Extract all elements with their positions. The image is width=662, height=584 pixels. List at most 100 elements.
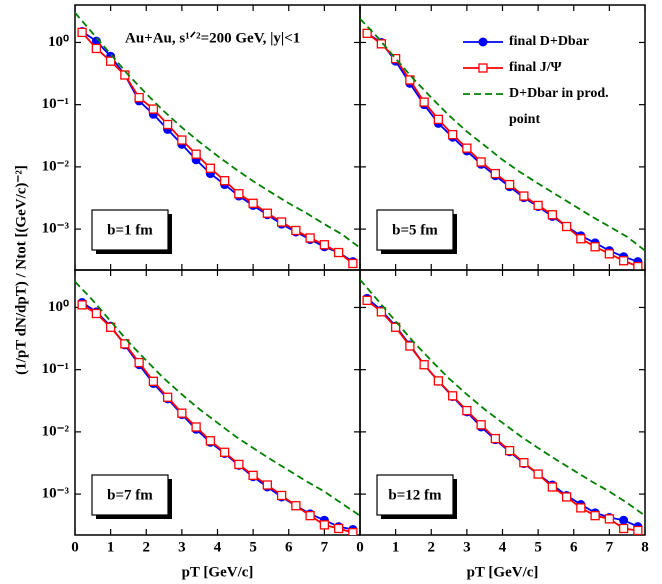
marker xyxy=(519,458,529,468)
label-box xyxy=(91,209,169,251)
y-axis-label: (1/pT dN/dpT) / Ntot [(GeV/c)⁻²] xyxy=(13,165,29,375)
marker xyxy=(177,408,187,418)
x-tick-label: 3 xyxy=(178,539,186,555)
marker xyxy=(191,422,201,432)
marker xyxy=(219,176,230,186)
marker xyxy=(447,129,458,140)
marker xyxy=(618,523,629,534)
marker xyxy=(504,445,515,456)
panel: b=5 fm final D+Dbar final J/Ψ D+Dbar in pro… xyxy=(359,4,646,271)
marker xyxy=(490,168,501,179)
series-line xyxy=(360,279,645,517)
y-tick-label: 10⁰ xyxy=(48,299,69,315)
marker xyxy=(248,470,258,481)
x-tick-label: 5 xyxy=(249,539,257,555)
marker xyxy=(519,191,529,201)
x-axis-label: pT [GeV/c] xyxy=(182,564,254,580)
panel-label: b=7 fm xyxy=(107,487,153,503)
marker xyxy=(105,56,116,66)
marker xyxy=(376,307,387,317)
x-tick-label: 1 xyxy=(392,539,400,555)
marker xyxy=(120,339,130,349)
legend-label: D+Dbar in prod. point xyxy=(509,86,609,127)
marker xyxy=(77,27,87,38)
marker xyxy=(633,525,643,535)
marker xyxy=(134,92,144,103)
marker xyxy=(618,256,629,266)
marker xyxy=(305,511,315,521)
marker xyxy=(276,217,287,227)
x-tick-label: 6 xyxy=(570,539,578,555)
marker xyxy=(205,163,216,173)
marker xyxy=(390,322,401,332)
marker xyxy=(319,240,330,250)
marker xyxy=(462,143,472,153)
panel: 10⁰ 10⁻¹ 10⁻² 10⁻³ b=1 fm Au+Au, s¹ᐟ²=200 GeV… xyxy=(42,4,361,271)
marker xyxy=(105,322,116,332)
marker xyxy=(561,221,572,232)
label-box xyxy=(376,209,454,251)
marker xyxy=(504,179,515,190)
marker xyxy=(291,225,301,236)
marker xyxy=(405,341,415,351)
marker xyxy=(547,210,558,220)
legend-entry: D+Dbar in prod. point xyxy=(509,86,609,127)
marker xyxy=(219,447,230,457)
marker xyxy=(148,376,159,386)
marker xyxy=(262,208,273,218)
marker xyxy=(476,157,486,167)
y-tick-label: 10⁰ xyxy=(48,34,69,50)
marker xyxy=(248,198,258,208)
y-tick-label: 10⁻³ xyxy=(42,221,70,237)
marker xyxy=(419,97,429,107)
marker xyxy=(419,360,429,370)
legend-label: final D+Dbar xyxy=(509,34,589,49)
legend-marker xyxy=(478,37,488,47)
legend-entry: final J/Ψ xyxy=(509,60,562,75)
marker xyxy=(91,308,102,319)
plot-area xyxy=(75,281,360,535)
y-tick-label: 10⁻¹ xyxy=(42,96,69,112)
marker xyxy=(77,300,87,310)
y-tick-label: 10⁻² xyxy=(42,423,70,439)
marker xyxy=(348,258,358,269)
y-tick-label: 10⁻² xyxy=(42,158,70,174)
series-line xyxy=(75,281,360,517)
marker xyxy=(619,515,629,525)
panel-label: b=1 fm xyxy=(107,222,153,238)
marker xyxy=(633,261,643,270)
marker xyxy=(205,436,216,446)
marker xyxy=(319,520,330,530)
label-box xyxy=(376,474,454,516)
marker xyxy=(134,357,144,368)
marker xyxy=(476,420,486,430)
marker xyxy=(234,189,244,199)
marker xyxy=(433,114,444,125)
annotation: Au+Au, s¹ᐟ²=200 GeV, |y|<1 xyxy=(125,30,300,46)
x-tick-label: 4 xyxy=(214,539,222,555)
x-tick-label: 3 xyxy=(463,539,471,555)
marker xyxy=(362,28,372,39)
marker xyxy=(390,53,401,64)
x-tick-label: 8 xyxy=(641,539,649,555)
panel-label: b=5 fm xyxy=(392,222,438,238)
marker xyxy=(234,459,244,470)
marker xyxy=(561,492,572,502)
marker xyxy=(576,503,586,513)
x-axis-label: pT [GeV/c] xyxy=(467,564,539,580)
x-tick-label: 7 xyxy=(606,539,614,555)
series-line xyxy=(360,18,645,252)
marker xyxy=(462,405,472,416)
marker xyxy=(305,233,315,243)
panel: 0 1 2 3 4 5 6 7 10⁰ 10⁻¹ 10⁻² 10⁻³ pT [GeV/c] b=7 fm xyxy=(42,269,361,580)
marker xyxy=(362,295,372,306)
marker xyxy=(162,119,173,130)
marker xyxy=(590,242,600,252)
y-tick-label: 10⁻³ xyxy=(42,486,70,502)
x-tick-label: 7 xyxy=(321,539,329,555)
marker xyxy=(91,43,102,54)
x-tick-label: 0 xyxy=(356,539,364,555)
x-tick-label: 4 xyxy=(499,539,507,555)
legend-marker xyxy=(478,63,488,73)
